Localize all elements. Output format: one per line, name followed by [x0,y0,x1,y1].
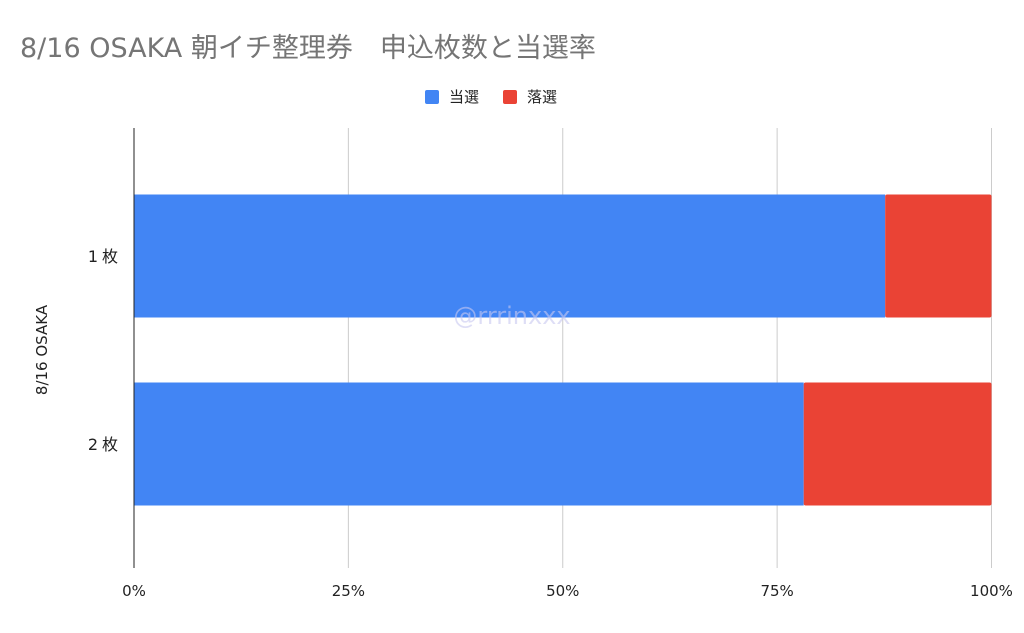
x-tick-label: 100% [970,582,1013,600]
y-tick-label: 1枚 [88,247,122,266]
y-axis-title: 8/16 OSAKA [33,304,51,395]
x-tick-label: 0% [122,582,146,600]
bar-won [134,194,886,318]
x-tick-label: 25% [332,582,365,600]
y-tick-label: 2枚 [88,435,122,454]
chart-title: 8/16 OSAKA 朝イチ整理券 申込枚数と当選率 [20,33,596,64]
legend-label-lost: 落選 [527,88,558,106]
bar-won [134,382,804,506]
legend-item-won: 当選 [425,86,479,107]
legend: 当選 落選 [425,86,581,107]
watermark: @rrrinxxx [453,302,570,330]
legend-item-lost: 落選 [503,86,557,107]
x-tick-label: 75% [760,582,793,600]
legend-swatch-lost [503,89,518,104]
legend-label-won: 当選 [449,88,480,106]
bar-lost [885,194,992,318]
bar-lost [803,382,992,506]
x-tick-label: 50% [546,582,579,600]
legend-swatch-won [425,89,439,104]
